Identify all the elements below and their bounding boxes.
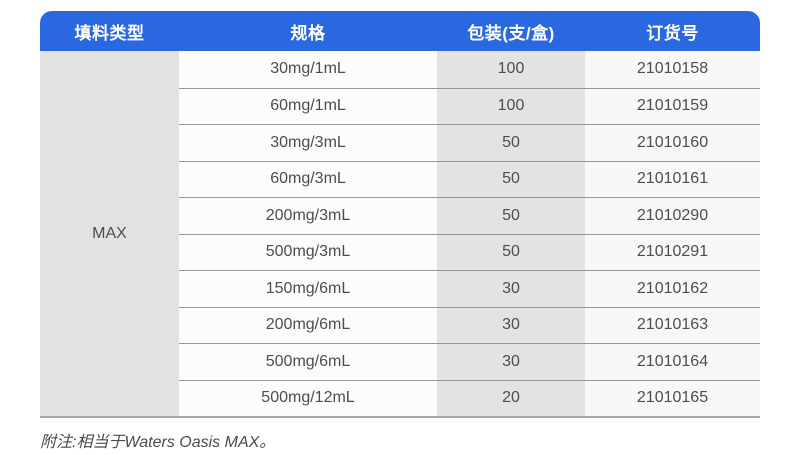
spec-cell: 200mg/3mL xyxy=(179,197,437,234)
column-header-order-no: 订货号 xyxy=(646,23,699,43)
spec-cell: 60mg/1mL xyxy=(179,87,437,124)
spec-cell: 30mg/3mL xyxy=(179,124,437,161)
pack-cell: 30 xyxy=(437,306,585,343)
column-header-pack: 包装(支/盒) xyxy=(467,23,555,43)
product-table: 填料类型 规格 包装(支/盒) 订货号 MAX 30mg/1mL 100 21010… xyxy=(40,11,760,418)
pack-cell: 50 xyxy=(437,160,585,197)
order-no-cell: 21010159 xyxy=(585,87,760,124)
order-no-cell: 21010161 xyxy=(585,160,760,197)
spec-cell: 500mg/3mL xyxy=(179,233,437,270)
spec-cell: 500mg/12mL xyxy=(179,379,437,416)
order-no-cell: 21010290 xyxy=(585,197,760,234)
order-no-cell: 21010160 xyxy=(585,124,760,161)
footnote: 附注:相当于Waters Oasis MAX。 xyxy=(40,434,276,451)
spec-cell: 150mg/6mL xyxy=(179,270,437,307)
column-header-spec: 规格 xyxy=(290,23,326,43)
pack-cell: 50 xyxy=(437,124,585,161)
pack-cell: 30 xyxy=(437,270,585,307)
pack-cell: 100 xyxy=(437,51,585,88)
pack-cell: 50 xyxy=(437,197,585,234)
filler-type-cell: MAX xyxy=(40,51,179,416)
pack-cell: 30 xyxy=(437,343,585,380)
spec-cell: 500mg/6mL xyxy=(179,343,437,380)
order-no-cell: 21010158 xyxy=(585,51,760,88)
pack-cell: 20 xyxy=(437,379,585,416)
column-header-filler-type: 填料类型 xyxy=(74,23,145,43)
order-no-cell: 21010291 xyxy=(585,233,760,270)
pack-cell: 100 xyxy=(437,87,585,124)
table-header-row: 填料类型 规格 包装(支/盒) 订货号 xyxy=(40,11,760,51)
table-body: MAX 30mg/1mL 100 21010158 60mg/1mL 100 210101… xyxy=(40,51,760,418)
order-no-cell: 21010164 xyxy=(585,343,760,380)
pack-cell: 50 xyxy=(437,233,585,270)
order-no-cell: 21010163 xyxy=(585,306,760,343)
spec-cell: 200mg/6mL xyxy=(179,306,437,343)
order-no-cell: 21010162 xyxy=(585,270,760,307)
order-no-cell: 21010165 xyxy=(585,379,760,416)
spec-cell: 30mg/1mL xyxy=(179,51,437,88)
spec-cell: 60mg/3mL xyxy=(179,160,437,197)
